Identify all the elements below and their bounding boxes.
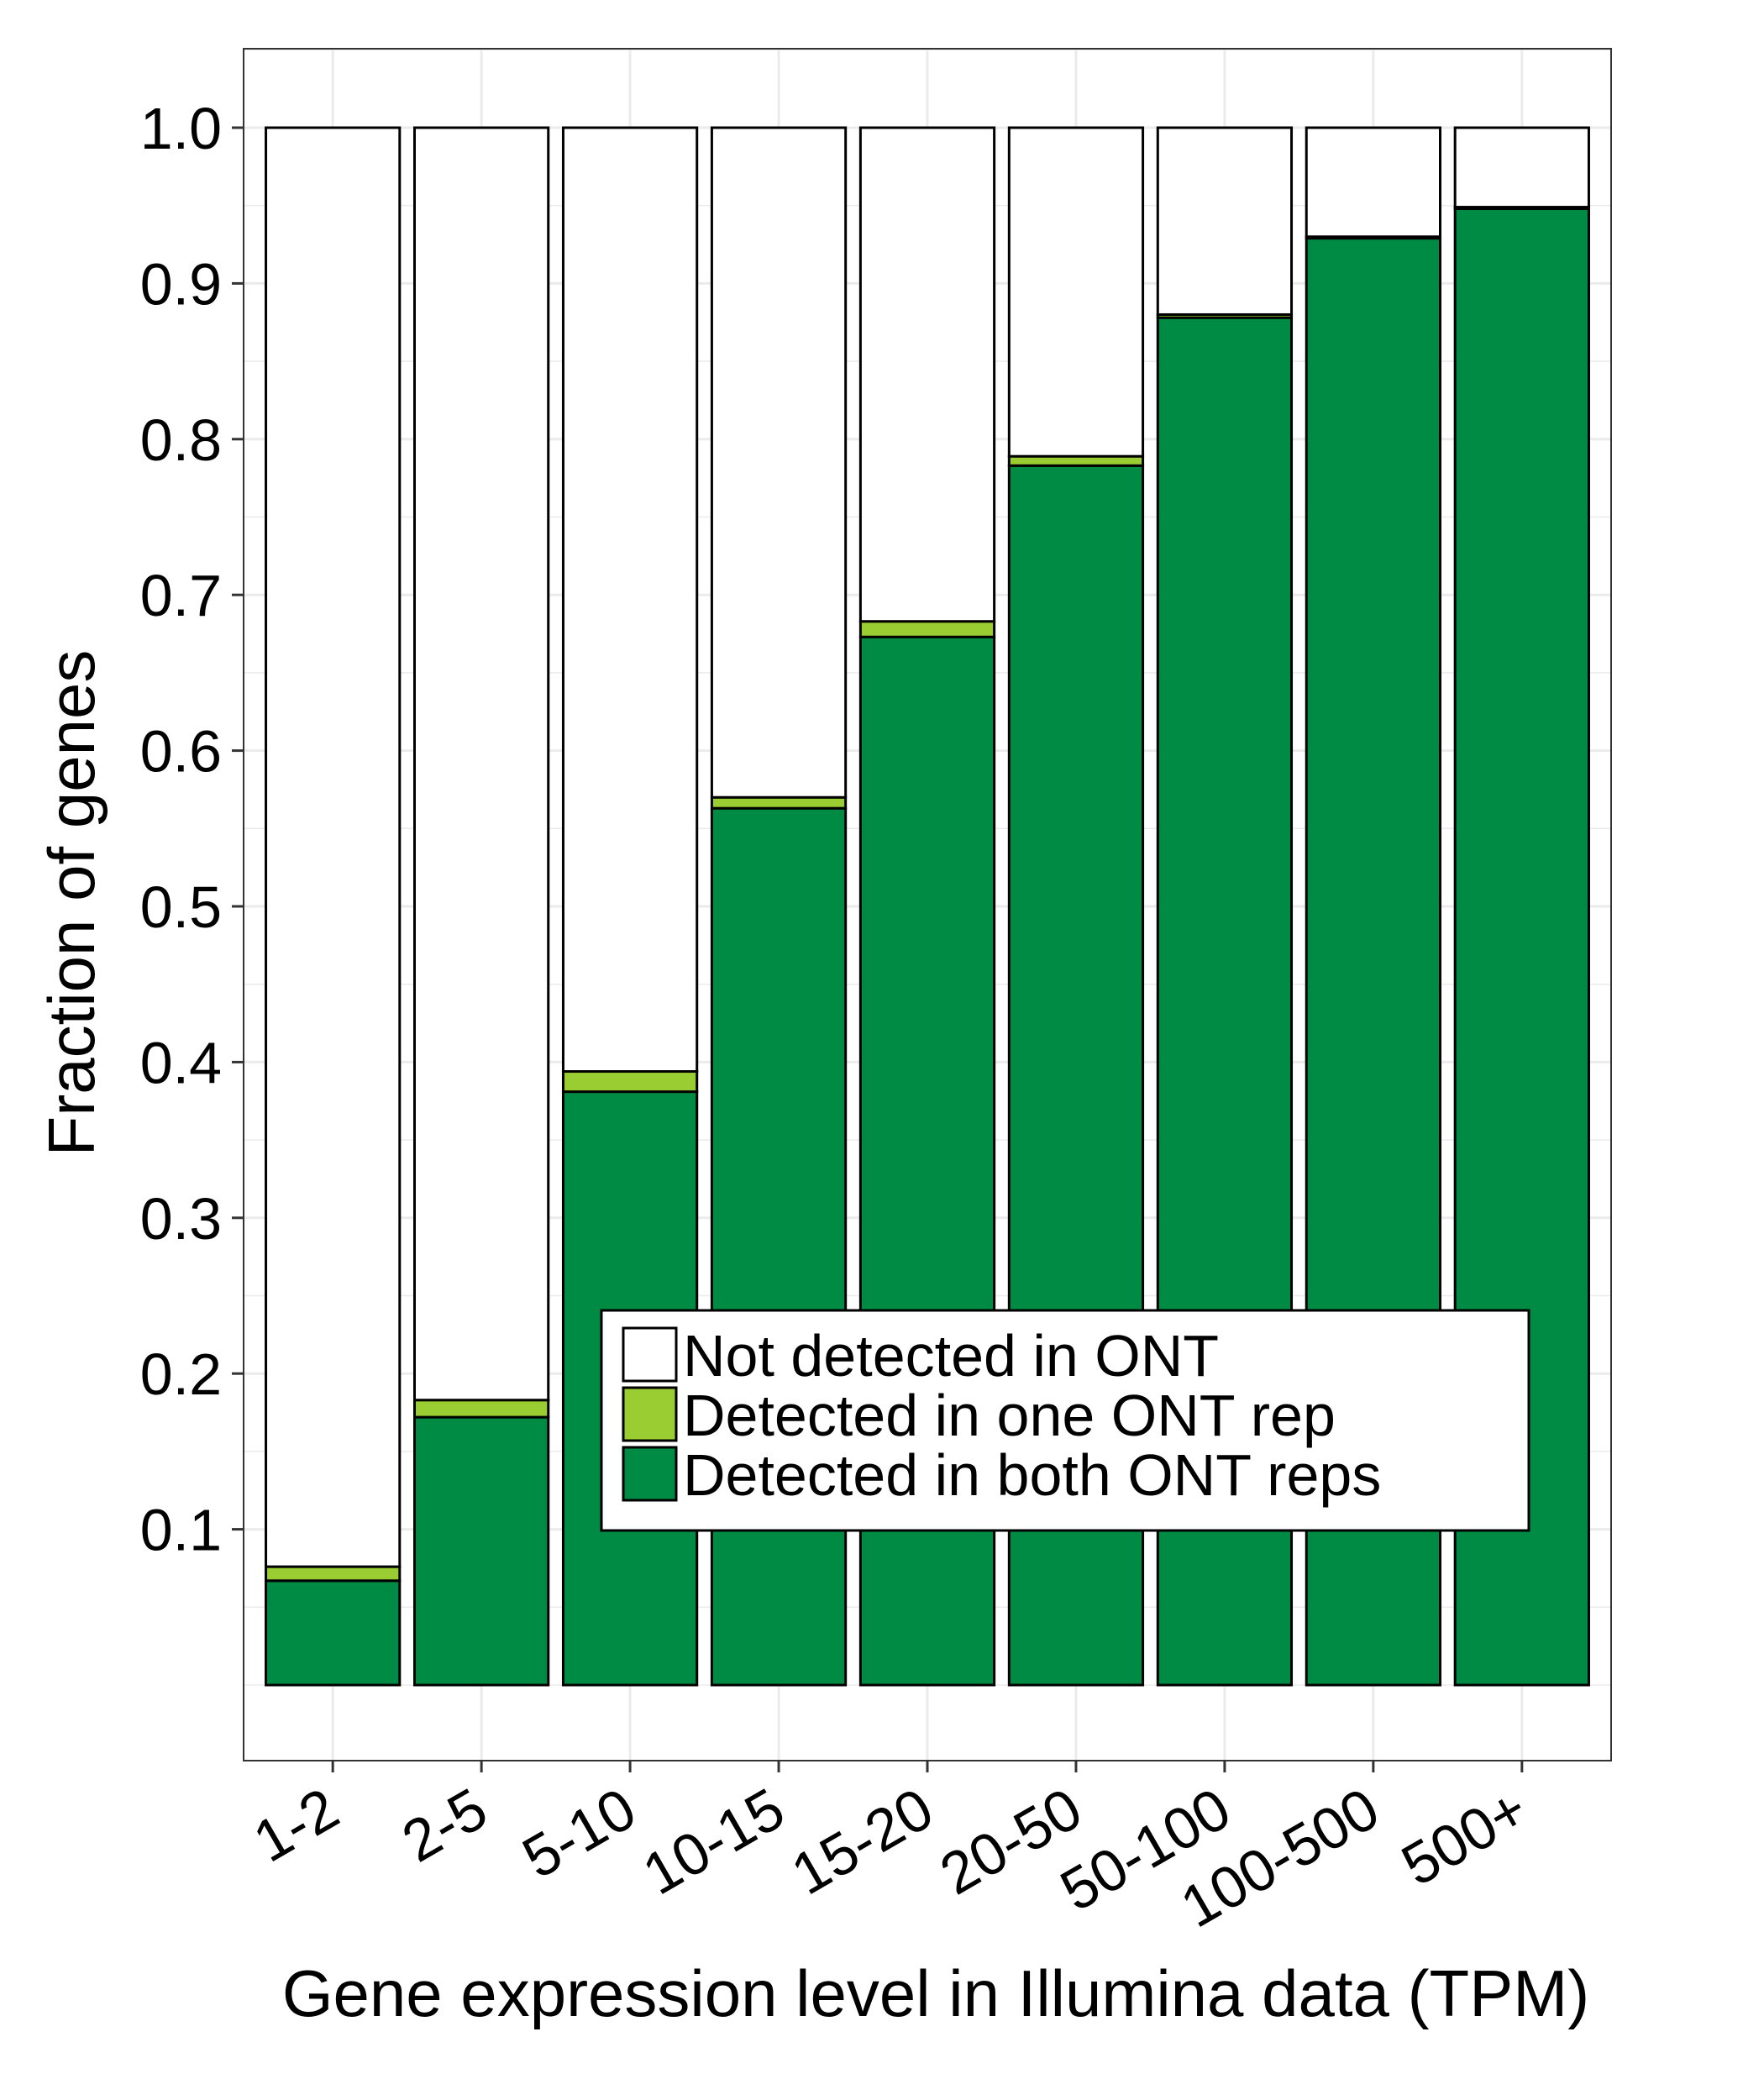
bar-not-detected-in-ont-1-2 (265, 126, 402, 1568)
legend-label-detected-in-both-ont-reps: Detected in both ONT reps (683, 1442, 1381, 1508)
y-tick-label: 1.0 (140, 96, 222, 161)
y-tick-label: 0.8 (140, 407, 222, 473)
x-tick-label: 2-5 (391, 1775, 498, 1874)
bar-detected-in-one-ont-rep-5-10 (561, 1070, 699, 1094)
bar-not-detected-in-ont-10-15 (710, 126, 848, 799)
legend-label-not-detected-in-ont: Not detected in ONT (683, 1323, 1219, 1389)
bar-not-detected-in-ont-5-10 (561, 126, 699, 1074)
x-tick-label: 5-10 (512, 1775, 646, 1891)
bar-not-detected-in-ont-50-100 (1156, 126, 1294, 316)
y-axis: 0.1 0.2 0.3 0.4 0.5 0.6 0.7 0.8 0.9 1.0 (140, 96, 244, 1563)
legend-key-detected-in-one-ont-rep (622, 1386, 678, 1442)
y-tick-label: 0.2 (140, 1341, 222, 1407)
bar-not-detected-in-ont-500 (1453, 126, 1590, 209)
bar-detected-in-one-ont-rep-10-15 (710, 795, 848, 810)
legend-key-detected-in-both-ont-reps (622, 1446, 678, 1502)
bar-detected-in-one-ont-rep-2-5 (413, 1399, 550, 1419)
x-tick-label: 15-20 (780, 1775, 943, 1907)
y-tick-label: 0.9 (140, 251, 222, 317)
x-tick-label: 10-15 (632, 1775, 795, 1907)
x-axis-title: Gene expression level in Illumina data (… (282, 1956, 1589, 2030)
bar-not-detected-in-ont-100-500 (1305, 126, 1441, 239)
bar-not-detected-in-ont-15-20 (858, 126, 996, 623)
y-tick-label: 0.1 (140, 1498, 222, 1563)
y-axis-title: Fraction of genes (34, 650, 108, 1157)
bar-detected-in-both-ont-reps-2-5 (413, 1415, 550, 1687)
legend-key-not-detected-in-ont (622, 1326, 678, 1383)
bar-detected-in-one-ont-rep-1-2 (265, 1565, 402, 1583)
y-tick-label: 0.5 (140, 874, 222, 940)
bar-detected-in-one-ont-rep-15-20 (858, 620, 996, 638)
bar-detected-in-both-ont-reps-10-15 (710, 806, 848, 1687)
y-tick-label: 0.7 (140, 563, 222, 628)
x-tick-label: 1-2 (243, 1775, 349, 1874)
y-tick-label: 0.6 (140, 719, 222, 785)
legend-box (600, 1309, 1530, 1532)
legend-label-detected-in-one-ont-rep: Detected in one ONT rep (683, 1383, 1336, 1448)
y-tick-label: 0.4 (140, 1030, 222, 1095)
x-tick-label: 500+ (1391, 1775, 1539, 1898)
y-tick-label: 0.3 (140, 1186, 222, 1252)
bar-not-detected-in-ont-20-50 (1007, 126, 1145, 458)
bar-not-detected-in-ont-2-5 (413, 126, 550, 1402)
bar-detected-in-one-ont-rep-20-50 (1007, 454, 1145, 467)
bar-detected-in-both-ont-reps-1-2 (265, 1579, 402, 1687)
